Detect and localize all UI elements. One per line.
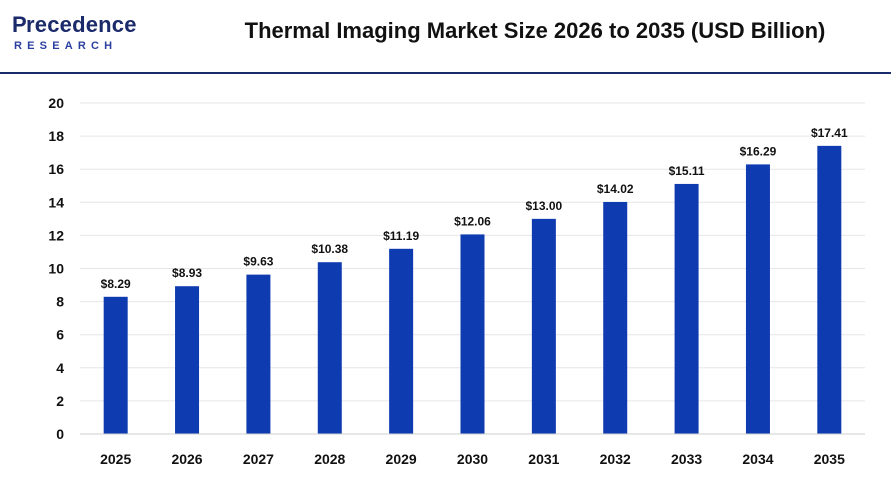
y-tick-label: 16: [48, 161, 64, 177]
y-tick-label: 6: [56, 327, 64, 343]
x-tick-label: 2033: [671, 451, 702, 467]
x-tick-label: 2031: [528, 451, 559, 467]
x-tick-label: 2032: [600, 451, 631, 467]
bar: [745, 164, 770, 434]
x-tick-label: 2025: [100, 451, 131, 467]
x-tick-label: 2034: [742, 451, 773, 467]
x-tick-label: 2026: [171, 451, 202, 467]
x-axis-ticks: 2025 2026 2027 2028 2029 2030 2031 2032 2033 2034…: [100, 451, 845, 467]
data-label: $10.38: [311, 242, 348, 256]
y-tick-label: 14: [48, 194, 64, 210]
header-divider: [0, 72, 891, 74]
bar: [103, 296, 128, 434]
data-label: $12.06: [454, 214, 491, 228]
x-tick-label: 2035: [814, 451, 845, 467]
y-tick-label: 2: [56, 393, 64, 409]
bar: [531, 218, 556, 434]
data-label: $16.29: [740, 144, 777, 158]
y-tick-label: 4: [56, 360, 64, 376]
header: P recedence RESEARCH Thermal Imaging Mar…: [0, 0, 891, 72]
y-tick-label: 18: [48, 128, 64, 144]
data-label: $9.63: [243, 255, 273, 269]
y-tick-label: 10: [48, 261, 64, 277]
x-tick-label: 2029: [386, 451, 417, 467]
bar: [317, 262, 342, 434]
data-label: $17.41: [811, 126, 848, 140]
data-label: $15.11: [669, 164, 705, 178]
chart-title: Thermal Imaging Market Size 2026 to 2035…: [244, 18, 826, 43]
y-tick-label: 8: [56, 294, 64, 310]
bar: [460, 234, 485, 434]
bars: [103, 145, 842, 434]
data-labels: $8.29 $8.93 $9.63 $10.38 $11.19 $12.06 $13.00 $…: [101, 126, 848, 291]
data-label: $14.02: [597, 182, 634, 196]
x-tick-label: 2028: [314, 451, 345, 467]
bar: [674, 183, 699, 434]
x-tick-label: 2027: [243, 451, 274, 467]
y-axis-ticks: 0 2 4 6 8 10 12 14 16 18 20: [48, 95, 64, 442]
precedence-research-logo: P recedence RESEARCH: [12, 12, 152, 56]
bar: [389, 248, 414, 434]
bar: [246, 274, 271, 434]
data-label: $8.93: [172, 266, 202, 280]
bar: [603, 201, 628, 434]
x-tick-label: 2030: [457, 451, 488, 467]
logo-initial: P: [12, 12, 27, 37]
y-tick-label: 12: [48, 227, 64, 243]
y-tick-label: 20: [48, 95, 64, 111]
data-label: $8.29: [101, 277, 131, 291]
logo-subtitle: RESEARCH: [14, 40, 118, 52]
bar: [817, 145, 842, 434]
data-label: $11.19: [383, 229, 419, 243]
logo-name: recedence: [26, 12, 137, 37]
data-label: $13.00: [526, 199, 563, 213]
y-tick-label: 0: [56, 426, 64, 442]
bar: [175, 286, 200, 434]
